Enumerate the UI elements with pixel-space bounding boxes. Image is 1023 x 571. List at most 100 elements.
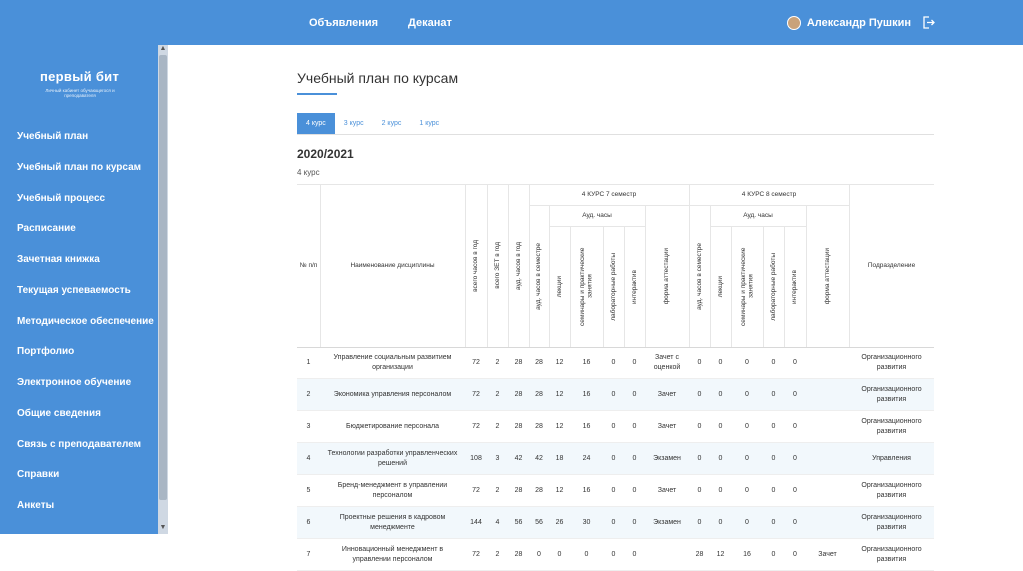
cell-s7-lect: 18: [555, 455, 564, 463]
cell-aud-hours: 28: [514, 423, 523, 431]
sidebar-item-study-plan[interactable]: Учебный план: [17, 131, 89, 142]
cell-s7-int: 0: [632, 391, 637, 399]
academic-year: 2020/2021: [297, 147, 354, 161]
cell-s7-aud: 42: [535, 455, 543, 463]
user-name[interactable]: Александр Пушкин: [806, 16, 911, 29]
cell-department: Организационного развития: [861, 386, 922, 403]
logout-icon[interactable]: [922, 15, 936, 30]
sidebar-item-surveys[interactable]: Анкеты: [17, 500, 55, 511]
cell-s7-att: Зачет с оценкой: [653, 354, 681, 371]
user-profile[interactable]: Александр Пушкин: [786, 0, 911, 45]
cell-total-zet: 2: [495, 423, 500, 431]
cell-s7-sem: 16: [582, 359, 591, 367]
tab-course-3[interactable]: 3 курс: [343, 120, 364, 127]
cell-total-zet: 4: [495, 519, 500, 527]
top-bar: [0, 0, 1023, 45]
cell-num: 5: [306, 487, 311, 495]
sidebar: [0, 45, 168, 534]
sidebar-item-portfolio[interactable]: Портфолио: [17, 346, 75, 357]
cell-s7-sem: 24: [582, 455, 591, 463]
cell-name: Инновационный менеджмент в управлении пе…: [341, 546, 444, 563]
cell-s8-att: [806, 411, 849, 443]
table-row: 2 Экономика управления персоналом 72 2 28 28 1…: [297, 379, 934, 411]
cell-name: Проектные решения в кадровом менеджменте: [339, 514, 446, 531]
cell-s7-lect: 12: [555, 391, 564, 399]
cell-s7-int: 0: [632, 455, 637, 463]
sidebar-item-schedule[interactable]: Расписание: [17, 223, 76, 234]
tab-course-4[interactable]: 4 курс: [297, 113, 335, 135]
cell-s8-int: 0: [793, 359, 797, 367]
logo-subtitle: Личный кабинет обучающегося и преподават…: [45, 88, 115, 98]
cell-s7-lab: 0: [611, 359, 616, 367]
cell-name: Технологии разработки управленческих реш…: [327, 450, 458, 467]
nav-dean-link[interactable]: Деканат: [408, 16, 452, 29]
sidebar-item-certificates[interactable]: Справки: [17, 469, 60, 480]
cell-name: Экономика управления персоналом: [333, 391, 452, 399]
cell-s7-aud: 28: [535, 423, 543, 431]
sidebar-item-methodical[interactable]: Методическое обеспечение: [17, 316, 154, 327]
cell-total-hours: 72: [472, 551, 480, 559]
cell-s7-aud: 0: [537, 551, 541, 559]
cell-s7-sem: 0: [584, 551, 589, 559]
cell-s8-lect: 0: [718, 455, 723, 463]
th-sem8-interactive: интерактив: [791, 269, 799, 304]
sidebar-item-record-book[interactable]: Зачетная книжка: [17, 254, 100, 265]
cell-s7-lab: 0: [611, 551, 616, 559]
tab-course-2[interactable]: 2 курс: [381, 120, 402, 127]
cell-department: Организационного развития: [861, 354, 922, 371]
th-total-zet: всего ЗЕТ в год: [493, 242, 501, 289]
th-num: № п/п: [299, 262, 318, 269]
table-row: 5 Бренд-менеджмент в управлении персонало…: [297, 475, 934, 507]
cell-s8-int: 0: [793, 487, 797, 495]
nav-announcements[interactable]: Объявления: [309, 0, 378, 45]
sidebar-item-study-plan-courses[interactable]: Учебный план по курсам: [17, 162, 142, 173]
cell-s8-sem: 0: [745, 391, 749, 399]
cell-s7-sem: 16: [582, 423, 591, 431]
scroll-up-icon[interactable]: ▲: [159, 45, 167, 52]
cell-s7-lab: 0: [611, 391, 616, 399]
cell-s8-lab: 0: [771, 487, 776, 495]
cell-s7-att: Зачет: [657, 487, 677, 495]
cell-s8-aud: 0: [697, 455, 702, 463]
cell-name: Бюджетирование персонала: [346, 423, 439, 431]
sidebar-item-progress[interactable]: Текущая успеваемость: [17, 285, 131, 296]
scroll-down-icon[interactable]: ▼: [159, 524, 167, 531]
table-row: 1 Управление социальным развитием организ…: [297, 347, 934, 379]
cell-num: 1: [306, 359, 311, 367]
cell-s7-lab: 0: [611, 455, 616, 463]
cell-s8-int: 0: [793, 551, 797, 559]
table-row: 4 Технологии разработки управленческих ре…: [297, 443, 934, 475]
cell-s8-att: [806, 443, 849, 475]
sidebar-item-elearning[interactable]: Электронное обучение: [17, 377, 132, 388]
cell-s7-lect: 12: [555, 359, 564, 367]
cell-s8-aud: 28: [695, 551, 704, 559]
nav-announcements-link[interactable]: Объявления: [309, 16, 379, 29]
cell-s8-lect: 0: [718, 359, 723, 367]
cell-total-hours: 72: [472, 391, 480, 399]
th-total-hours: всего часов в год: [472, 239, 480, 292]
sidebar-item-study-process[interactable]: Учебный процесс: [17, 193, 106, 204]
course-label: 4 курс: [297, 168, 320, 177]
sidebar-item-general-info[interactable]: Общие сведения: [17, 408, 101, 419]
tab-course-1[interactable]: 1 курс: [419, 120, 440, 127]
cell-s7-att: Экзамен: [653, 519, 681, 527]
cell-s8-att: [806, 347, 849, 379]
th-sem7-aud-sem: ауд. часов в семестре: [535, 242, 543, 310]
cell-s7-int: 0: [632, 519, 637, 527]
cell-num: 4: [306, 455, 311, 463]
cell-department: Организационного развития: [861, 546, 922, 563]
nav-dean[interactable]: Деканат: [408, 0, 452, 45]
sidebar-scrollbar-thumb[interactable]: [159, 55, 167, 500]
avatar[interactable]: [786, 15, 801, 30]
th-sem8-aud-group: Ауд. часы: [743, 212, 773, 219]
th-sem7-attestation: форма аттестации: [663, 247, 671, 305]
cell-total-hours: 144: [470, 519, 482, 527]
cell-total-hours: 72: [472, 487, 480, 495]
cell-s7-lect: 12: [555, 487, 564, 495]
cell-s8-lab: 0: [771, 423, 776, 431]
cell-s8-att: [806, 379, 849, 411]
cell-s8-lab: 0: [771, 391, 776, 399]
sidebar-item-contact-teacher[interactable]: Связь с преподавателем: [17, 439, 142, 450]
cell-total-zet: 2: [495, 487, 500, 495]
page-title: Учебный план по курсам: [297, 70, 459, 86]
